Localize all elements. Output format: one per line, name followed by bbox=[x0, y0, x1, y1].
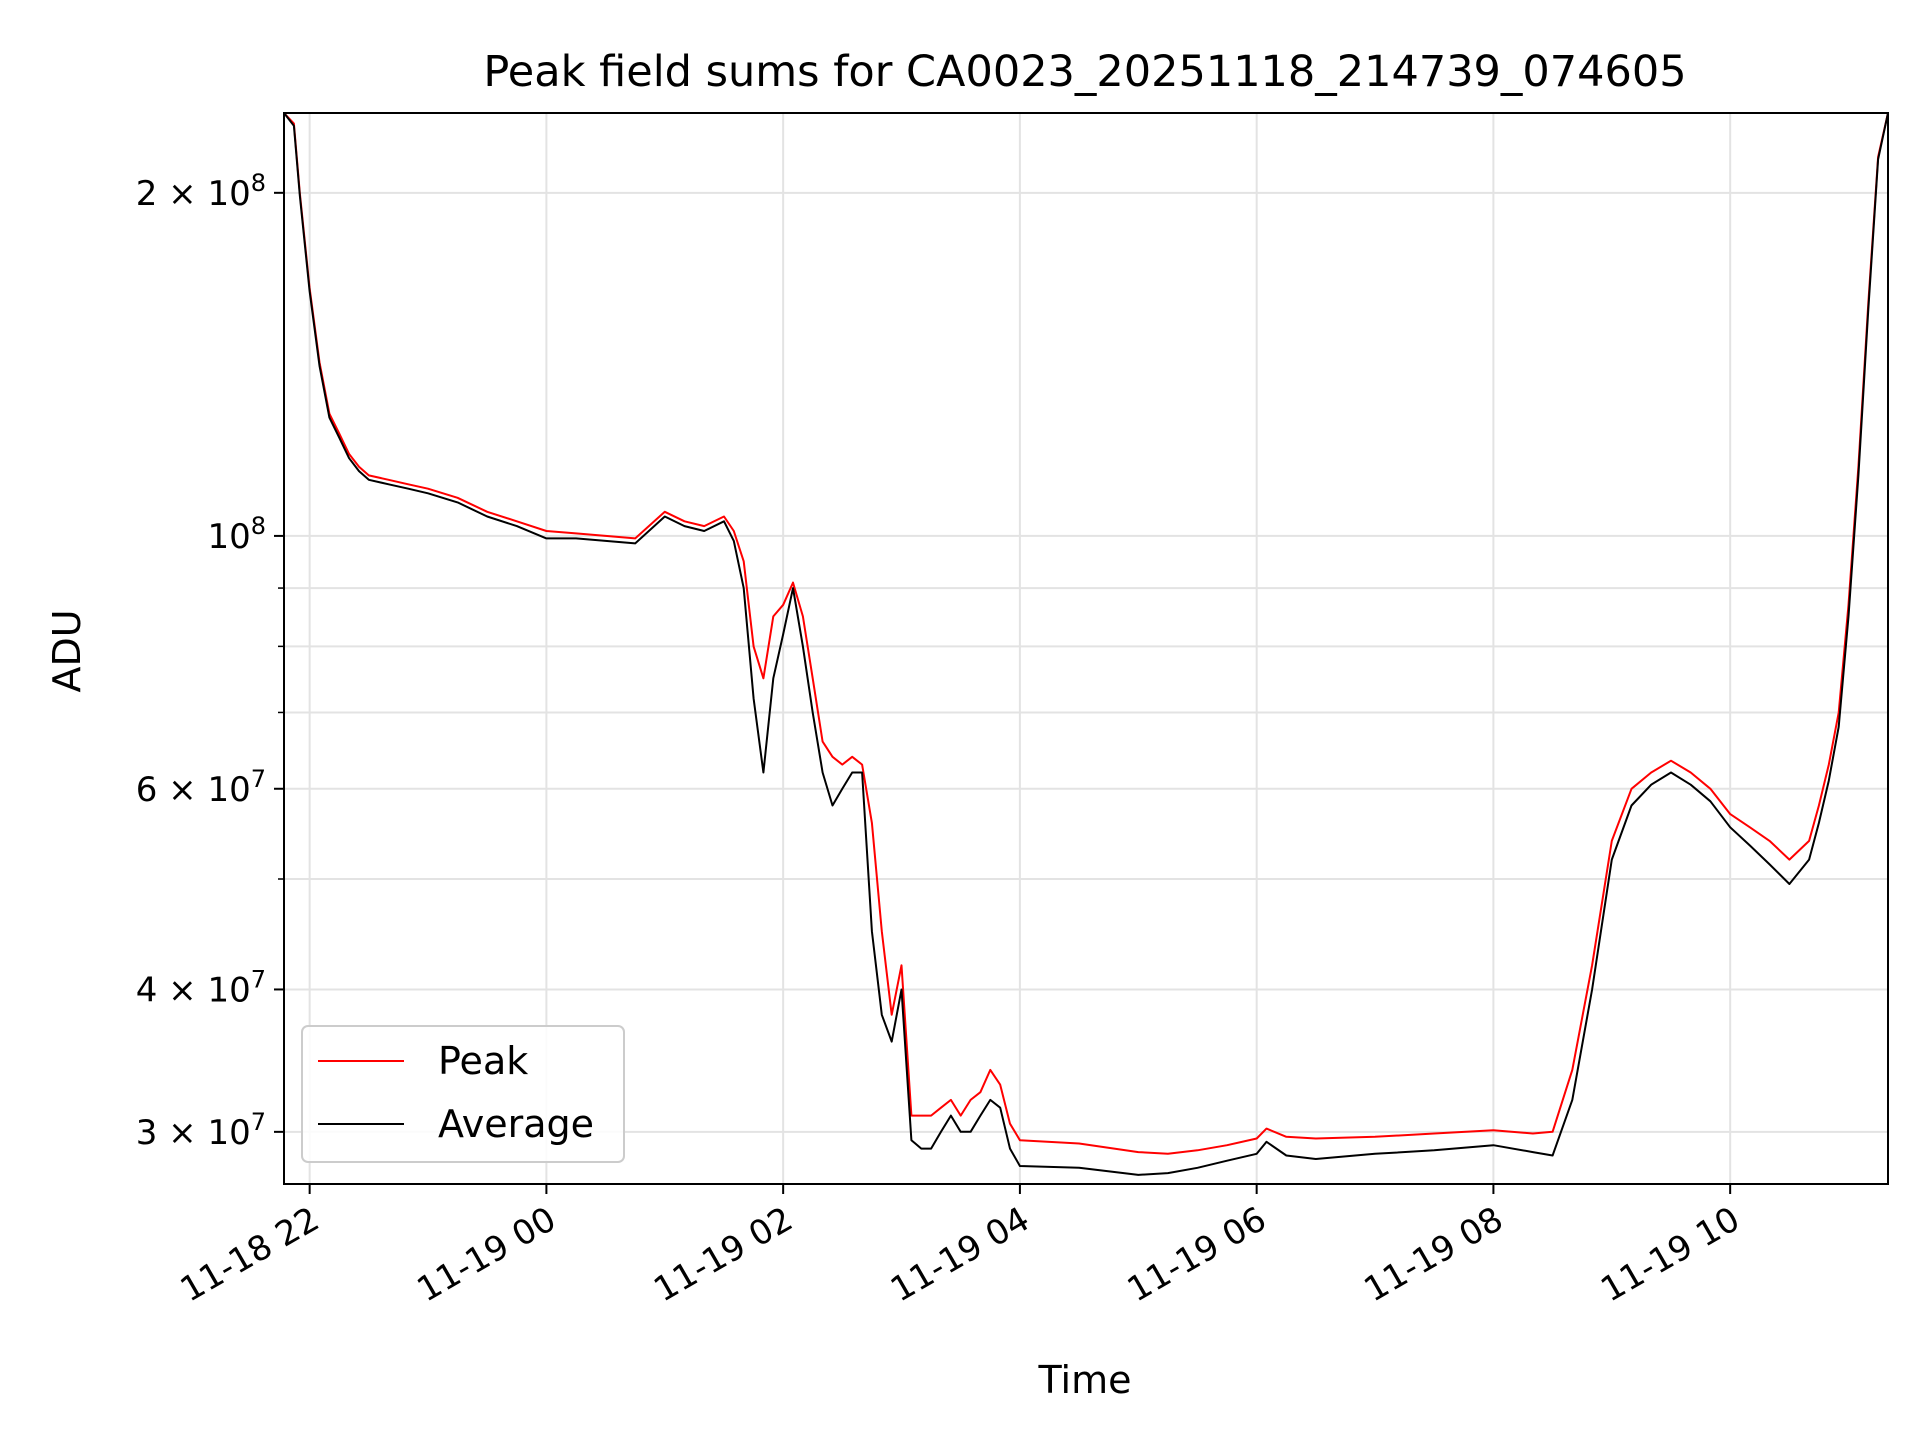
y-tick-label: 6 × 107 bbox=[136, 765, 266, 810]
y-tick-label: 3 × 107 bbox=[136, 1108, 266, 1153]
x-axis-title: Time bbox=[1038, 1358, 1132, 1402]
y-axis: 3 × 107 4 × 107 6 × 107 108 2 × 108 bbox=[136, 169, 284, 1153]
y-tick-label: 4 × 107 bbox=[136, 965, 266, 1010]
legend: Peak Average bbox=[301, 1025, 625, 1163]
y-tick-label: 2 × 108 bbox=[136, 169, 266, 214]
series-line-peak bbox=[283, 112, 1889, 1155]
legend-label-average: Average bbox=[438, 1102, 594, 1146]
grid bbox=[284, 113, 1888, 1184]
axes-frame bbox=[283, 112, 1889, 1185]
legend-label-peak: Peak bbox=[438, 1039, 528, 1083]
series-line-average bbox=[283, 112, 1889, 1176]
plot-area bbox=[283, 112, 1889, 1176]
y-axis-title: ADU bbox=[45, 609, 89, 692]
y-tick-label: 108 bbox=[207, 512, 266, 557]
chart-title: Peak field sums for CA0023_20251118_2147… bbox=[483, 47, 1686, 97]
